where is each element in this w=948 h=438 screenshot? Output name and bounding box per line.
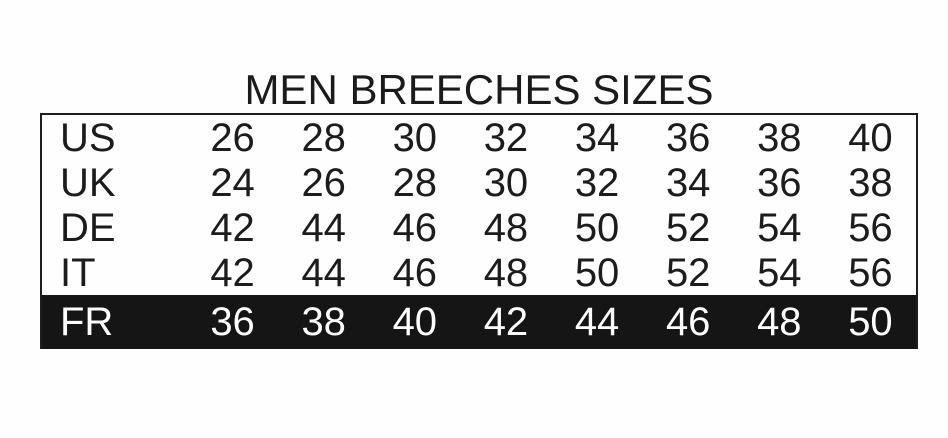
row-label-us: US <box>60 115 116 160</box>
row-label-it: IT <box>60 250 96 295</box>
size-cell: 50 <box>574 250 620 295</box>
size-cell: 48 <box>733 295 825 349</box>
size-cell: 30 <box>392 115 438 160</box>
size-cell: 28 <box>392 160 438 205</box>
size-cell: 46 <box>392 205 438 250</box>
row-label-fr: FR <box>42 295 187 349</box>
size-cell: 52 <box>665 205 711 250</box>
size-cell: 56 <box>848 205 893 250</box>
size-cell: 54 <box>757 250 802 295</box>
size-cell: 50 <box>824 295 916 349</box>
size-cell: 42 <box>210 250 255 295</box>
row-label-uk: UK <box>60 160 116 205</box>
size-cell: 34 <box>665 160 711 205</box>
table-row-us: US 26 28 30 32 34 36 38 40 <box>42 115 916 160</box>
size-cell: 36 <box>665 115 711 160</box>
size-cell: 28 <box>301 115 346 160</box>
row-label-de: DE <box>60 205 116 250</box>
size-cell: 46 <box>392 250 438 295</box>
table-row-uk: UK 24 26 28 30 32 34 36 38 <box>42 160 916 205</box>
table-row-it: IT 42 44 46 48 50 52 54 56 <box>42 250 916 295</box>
size-cell: 42 <box>210 205 255 250</box>
size-cell: 44 <box>301 250 346 295</box>
size-cell: 42 <box>460 295 552 349</box>
size-cell: 56 <box>848 250 893 295</box>
size-cell: 44 <box>301 205 346 250</box>
page-title: MEN BREECHES SIZES <box>244 66 714 113</box>
size-table-frame: US 26 28 30 32 34 36 38 40 UK 24 26 28 3… <box>40 113 918 349</box>
size-cell: 38 <box>757 115 802 160</box>
size-cell: 50 <box>574 205 620 250</box>
size-cell: 48 <box>483 250 529 295</box>
size-cell: 24 <box>210 160 255 205</box>
size-cell: 38 <box>278 295 370 349</box>
size-cell: 36 <box>187 295 279 349</box>
table-row-de: DE 42 44 46 48 50 52 54 56 <box>42 205 916 250</box>
size-cell: 38 <box>848 160 893 205</box>
size-cell: 48 <box>483 205 529 250</box>
table-row-fr-highlighted: FR 36 38 40 42 44 46 48 50 <box>42 295 916 349</box>
size-table: US 26 28 30 32 34 36 38 40 UK 24 26 28 3… <box>42 115 916 349</box>
size-cell: 40 <box>369 295 461 349</box>
size-cell: 46 <box>642 295 734 349</box>
size-cell: 26 <box>210 115 255 160</box>
size-cell: 26 <box>301 160 346 205</box>
size-cell: 32 <box>574 160 620 205</box>
size-cell: 40 <box>848 115 893 160</box>
size-cell: 44 <box>551 295 643 349</box>
size-cell: 34 <box>574 115 620 160</box>
size-cell: 52 <box>665 250 711 295</box>
size-cell: 30 <box>483 160 529 205</box>
size-cell: 32 <box>483 115 529 160</box>
size-cell: 36 <box>757 160 802 205</box>
size-cell: 54 <box>757 205 802 250</box>
